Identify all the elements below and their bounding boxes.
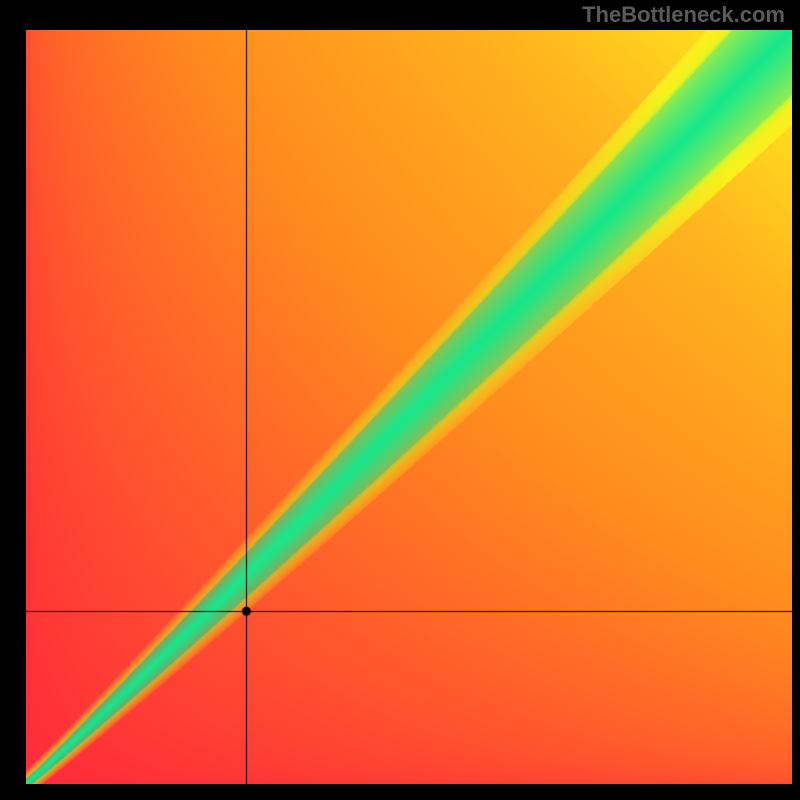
heatmap-canvas: [26, 30, 792, 784]
watermark-text: TheBottleneck.com: [582, 2, 785, 28]
chart-container: TheBottleneck.com: [0, 0, 800, 800]
